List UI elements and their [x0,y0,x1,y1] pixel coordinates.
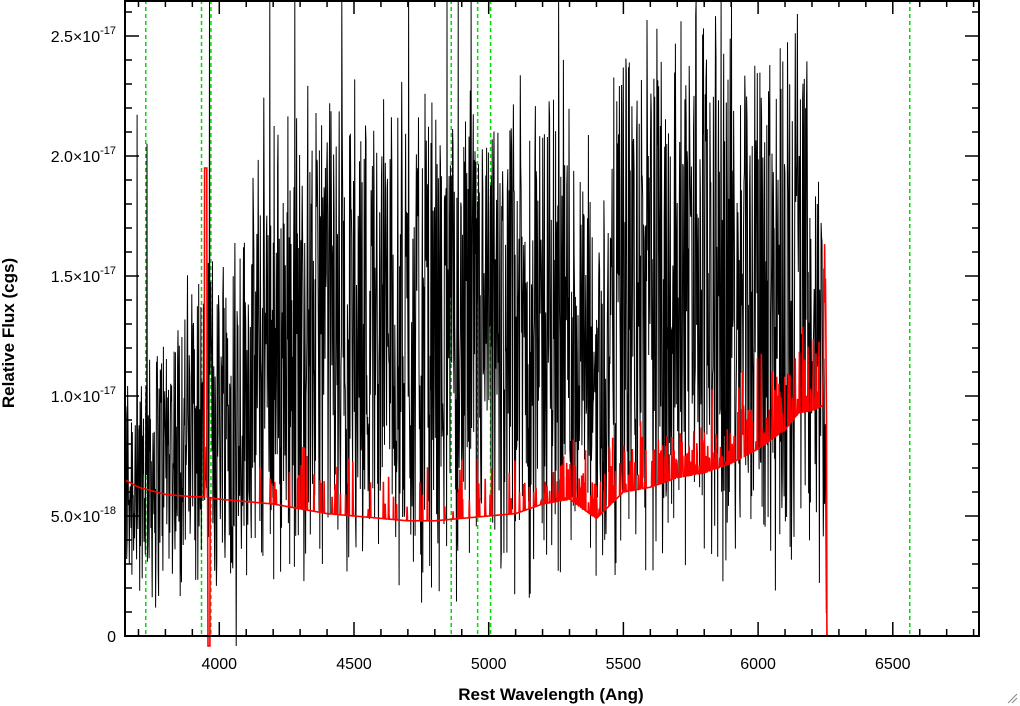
x-tick-labels: 4000 4500 5000 5500 6000 6500 [201,656,910,673]
series-layer [124,0,979,647]
x-tick-label-4: 6000 [740,656,776,673]
x-tick-label-3: 5500 [606,656,642,673]
y-tick-label-0: 0 [107,629,116,646]
y-axis-title: Relative Flux (cgs) [0,258,18,408]
y-tick-label-2: 1.0×10-17 [51,385,116,406]
x-tick-label-1: 4500 [336,656,372,673]
y-tick-label-3: 1.5×10-17 [51,265,116,286]
series-line-0 [124,0,979,647]
y-tick-label-5: 2.5×10-17 [51,25,116,46]
x-tick-label-2: 5000 [471,656,507,673]
y-tick-label-4: 2.0×10-17 [51,145,116,166]
axis-ticks [125,0,979,637]
x-tick-label-0: 4000 [201,656,237,673]
x-tick-label-5: 6500 [875,656,911,673]
y-tick-label-1: 5.0×10-18 [51,505,116,526]
plot-frame [124,0,980,637]
x-axis-title: Rest Wavelength (Ang) [458,685,643,704]
resize-grip-icon[interactable] [1006,692,1018,704]
y-tick-labels: 0 5.0×10-18 1.0×10-17 1.5×10-17 2.0×10-17 2.5… [51,25,116,646]
